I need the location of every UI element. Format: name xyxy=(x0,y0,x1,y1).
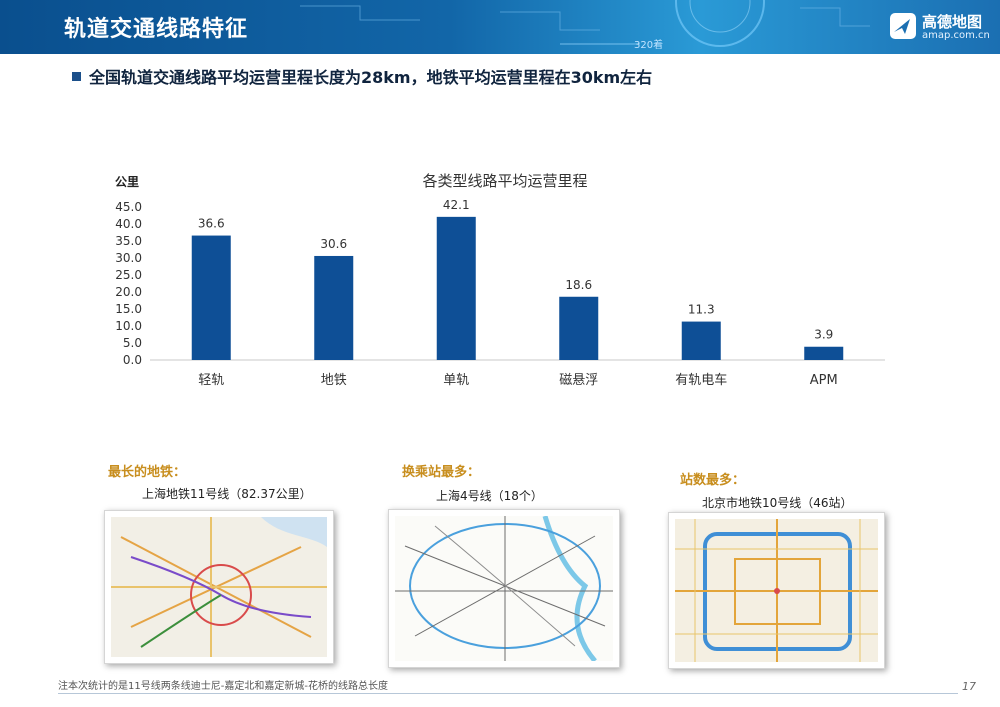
bar xyxy=(559,296,599,360)
chart-title: 各类型线路平均运营里程 xyxy=(422,172,588,190)
y-tick-label: 5.0 xyxy=(123,336,142,350)
y-tick-label: 15.0 xyxy=(115,302,142,316)
logo-url: amap.com.cn xyxy=(922,30,990,41)
footer-divider xyxy=(58,693,958,694)
logo-name: 高德地图 xyxy=(922,13,983,31)
page-number: 17 xyxy=(962,680,976,693)
metro-map-illustration xyxy=(111,517,327,657)
bar-value-label: 42.1 xyxy=(443,198,470,212)
amap-logo: 高德地图 amap.com.cn xyxy=(890,11,990,45)
y-tick-label: 25.0 xyxy=(115,268,142,282)
bar-value-label: 36.6 xyxy=(198,217,225,231)
map-section-label-1: 最长的地铁： xyxy=(108,465,187,480)
headline: 全国轨道交通线路平均运营里程长度为28km，地铁平均运营里程在30km左右 xyxy=(72,64,652,88)
footnote: 注本次统计的是11号线两条线迪士尼-嘉定北和嘉定新城-花桥的线路总长度 xyxy=(58,681,388,692)
bar xyxy=(191,235,231,360)
y-tick-label: 0.0 xyxy=(123,353,142,367)
metro-map-illustration xyxy=(675,519,878,662)
x-category-label: 轻轨 xyxy=(198,373,224,388)
chart-y-unit: 公里 xyxy=(115,175,140,189)
map-shanghai-line4 xyxy=(388,509,620,668)
x-category-label: 有轨电车 xyxy=(675,372,727,388)
square-bullet-icon xyxy=(72,72,81,81)
map-section-label-2: 换乘站最多： xyxy=(402,465,481,480)
map-shanghai-line11 xyxy=(104,510,334,664)
y-tick-label: 30.0 xyxy=(115,251,142,265)
bar-value-label: 18.6 xyxy=(565,278,592,292)
y-tick-label: 40.0 xyxy=(115,217,142,231)
bar xyxy=(314,255,354,360)
bar xyxy=(436,216,476,360)
map-image xyxy=(395,516,613,661)
circuit-decoration xyxy=(300,0,870,47)
map-caption-1: 上海地铁11号线（82.37公里） xyxy=(142,487,312,501)
y-tick-label: 20.0 xyxy=(115,285,142,299)
y-tick-label: 35.0 xyxy=(115,234,142,248)
map-caption-3: 北京市地铁10号线（46站） xyxy=(702,496,853,510)
bar xyxy=(804,346,844,360)
chart-canvas: 0.0 5.0 10.0 15.0 20.0 25.0 30.0 35.0 40.0 45.0 36… xyxy=(115,198,885,388)
bar-chart: 各类型线路平均运营里程 公里 0.0 5.0 10.0 15.0 20.0 25.0 30.… xyxy=(110,165,900,395)
page-title: 轨道交通线路特征 xyxy=(64,17,249,42)
header-banner: 轨道交通线路特征 320着 高德地图 amap.com.cn xyxy=(0,0,1000,54)
map-caption-2: 上海4号线（18个） xyxy=(436,489,543,503)
map-beijing-line10 xyxy=(668,512,885,669)
x-category-label: 磁悬浮 xyxy=(559,373,598,388)
bar-value-label: 3.9 xyxy=(814,328,833,342)
bar-value-label: 11.3 xyxy=(688,303,715,317)
amap-logo-icon xyxy=(890,13,916,39)
banner-tag: 320着 xyxy=(634,40,664,51)
bar-value-label: 30.6 xyxy=(320,237,347,251)
x-category-label: APM xyxy=(810,373,838,388)
y-tick-label: 45.0 xyxy=(115,200,142,214)
map-image xyxy=(675,519,878,662)
headline-text: 全国轨道交通线路平均运营里程长度为28km，地铁平均运营里程在30km左右 xyxy=(89,68,653,87)
metro-map-illustration xyxy=(395,516,613,661)
x-category-label: 单轨 xyxy=(443,373,469,388)
map-image xyxy=(111,517,327,657)
x-category-label: 地铁 xyxy=(321,373,347,388)
bar xyxy=(681,321,721,360)
map-section-label-3: 站数最多： xyxy=(680,473,746,488)
y-tick-label: 10.0 xyxy=(115,319,142,333)
